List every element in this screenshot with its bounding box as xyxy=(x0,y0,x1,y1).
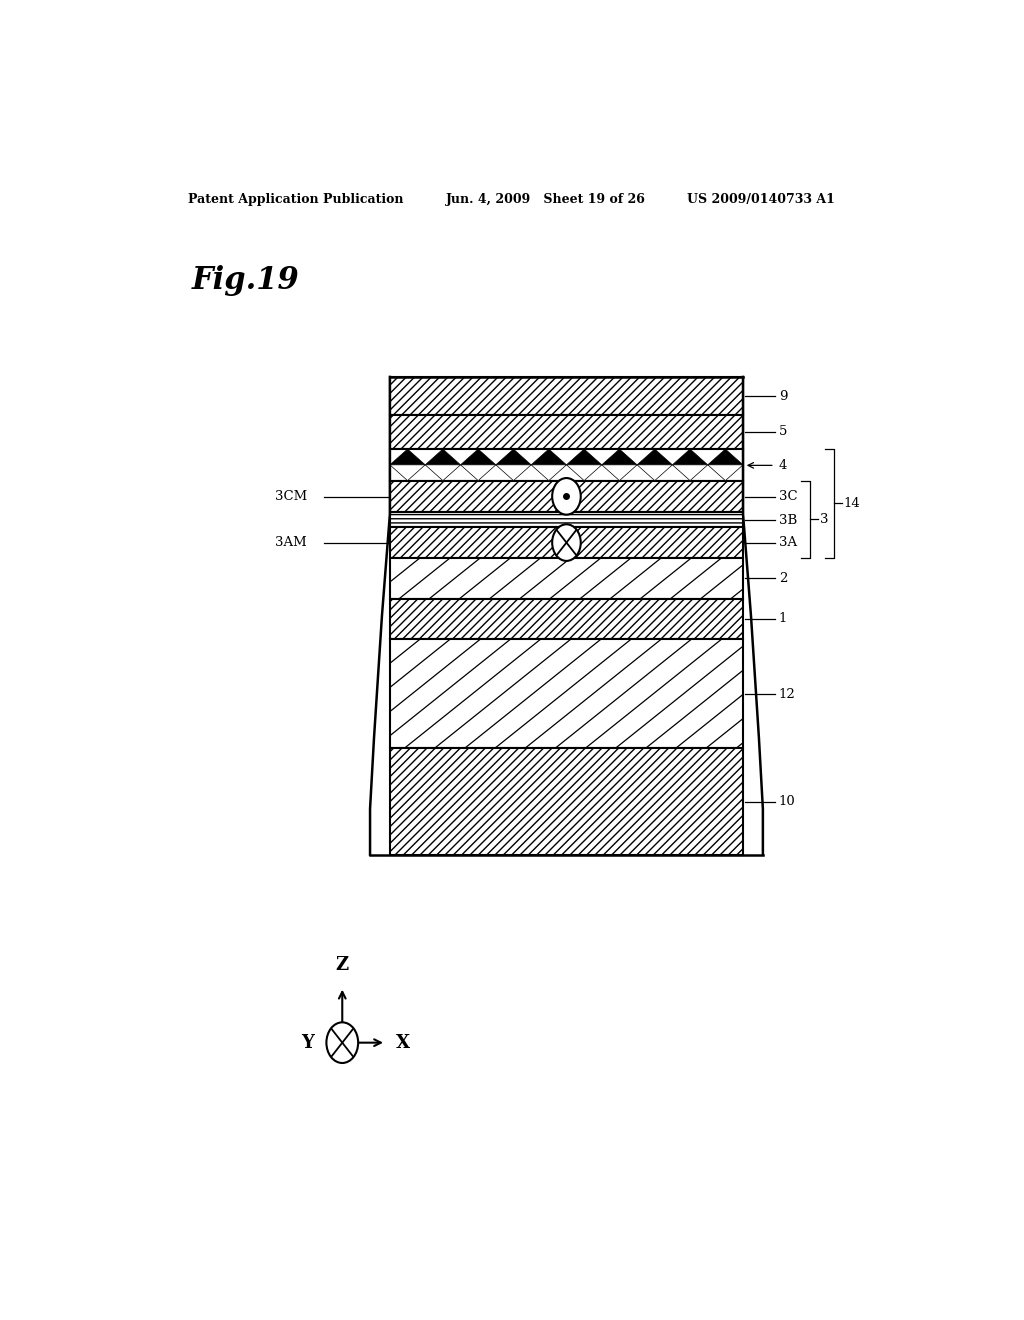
Polygon shape xyxy=(390,465,425,480)
Text: US 2009/0140733 A1: US 2009/0140733 A1 xyxy=(687,193,836,206)
Circle shape xyxy=(552,478,581,515)
Polygon shape xyxy=(566,465,602,480)
Text: 12: 12 xyxy=(778,688,796,701)
Bar xyxy=(390,528,743,558)
Text: 3AM: 3AM xyxy=(274,536,306,549)
Text: 2: 2 xyxy=(778,572,787,585)
Text: 3C: 3C xyxy=(778,490,798,503)
Text: Patent Application Publication: Patent Application Publication xyxy=(187,193,403,206)
Polygon shape xyxy=(708,465,743,480)
Text: 14: 14 xyxy=(844,496,860,510)
Text: 3A: 3A xyxy=(778,536,797,549)
Polygon shape xyxy=(637,465,673,480)
Text: 10: 10 xyxy=(778,795,796,808)
Text: 1: 1 xyxy=(778,612,787,626)
Text: X: X xyxy=(396,1034,411,1052)
Polygon shape xyxy=(425,465,461,480)
Polygon shape xyxy=(673,449,708,465)
Polygon shape xyxy=(496,449,531,465)
Bar xyxy=(390,598,743,639)
Bar xyxy=(390,449,743,480)
Polygon shape xyxy=(637,449,673,465)
Text: 3CM: 3CM xyxy=(274,490,307,503)
Polygon shape xyxy=(461,465,496,480)
Text: Fig.19: Fig.19 xyxy=(191,265,299,296)
Text: Y: Y xyxy=(302,1034,314,1052)
Polygon shape xyxy=(461,449,496,465)
Polygon shape xyxy=(673,465,708,480)
Polygon shape xyxy=(708,449,743,465)
Text: Jun. 4, 2009   Sheet 19 of 26: Jun. 4, 2009 Sheet 19 of 26 xyxy=(445,193,645,206)
Circle shape xyxy=(327,1022,358,1063)
Text: 3: 3 xyxy=(820,512,828,525)
Text: 5: 5 xyxy=(778,425,787,438)
Text: Z: Z xyxy=(336,956,349,974)
Bar xyxy=(390,414,743,449)
Text: 9: 9 xyxy=(778,389,787,403)
Polygon shape xyxy=(531,449,566,465)
Bar xyxy=(390,512,743,528)
Polygon shape xyxy=(566,449,602,465)
Polygon shape xyxy=(531,465,566,480)
Polygon shape xyxy=(602,465,637,480)
Polygon shape xyxy=(602,449,637,465)
Bar xyxy=(390,378,743,414)
Polygon shape xyxy=(390,449,425,465)
Bar xyxy=(390,558,743,598)
Bar xyxy=(390,639,743,748)
Text: 4: 4 xyxy=(778,459,787,471)
Polygon shape xyxy=(425,449,461,465)
Polygon shape xyxy=(496,465,531,480)
Bar xyxy=(390,480,743,512)
Text: 3B: 3B xyxy=(778,513,797,527)
Circle shape xyxy=(552,524,581,561)
Bar xyxy=(390,748,743,854)
